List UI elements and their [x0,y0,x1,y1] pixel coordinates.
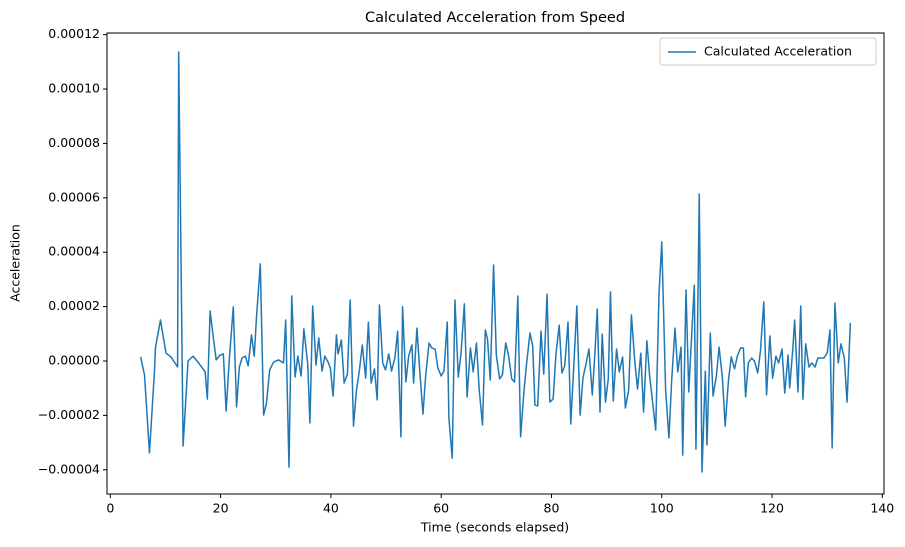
x-tick-label: 140 [870,501,894,516]
y-tick-label: 0.00004 [48,244,100,259]
y-tick-label: 0.00012 [48,26,100,41]
legend-label: Calculated Acceleration [704,44,852,59]
x-tick-label: 20 [213,501,229,516]
x-tick-label: 120 [760,501,784,516]
x-axis-label: Time (seconds elapsed) [420,520,569,535]
x-tick-label: 40 [323,501,339,516]
x-tick-label: 60 [433,501,449,516]
chart-title: Calculated Acceleration from Speed [365,10,625,26]
y-tick-label: 0.00006 [48,189,100,204]
y-tick-label: −0.00002 [38,407,100,422]
legend-box [659,37,877,66]
y-tick-label: 0.00008 [48,135,100,150]
y-tick-label: −0.00004 [38,461,100,476]
y-tick-label: 0.00000 [48,353,100,368]
data-line [139,51,852,473]
x-tick-label: 0 [106,501,114,516]
y-tick-label: 0.00010 [48,81,100,96]
y-tick-label: 0.00002 [48,298,100,313]
x-tick-label: 100 [650,501,674,516]
plot-frame [106,32,885,495]
y-axis-label: Acceleration [8,224,23,302]
x-tick-label: 80 [544,501,560,516]
